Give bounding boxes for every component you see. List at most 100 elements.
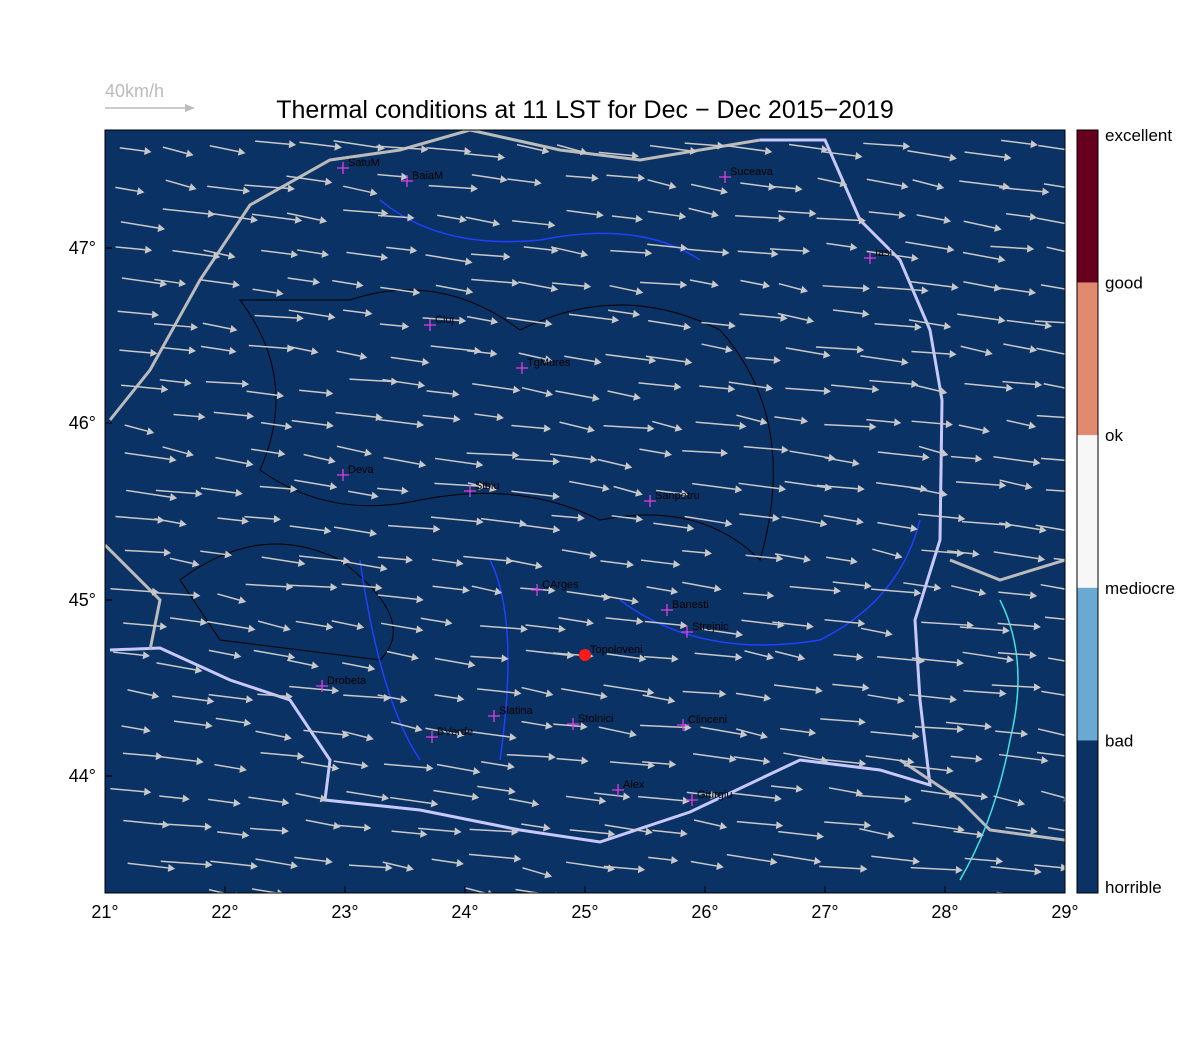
wind-arrow-head bbox=[365, 733, 374, 742]
wind-arrow-head bbox=[1070, 753, 1077, 761]
wind-arrow-head bbox=[633, 392, 641, 401]
station-marker bbox=[612, 784, 624, 796]
wind-arrow bbox=[388, 524, 434, 530]
wind-arrow-head bbox=[227, 251, 236, 260]
station-marker bbox=[531, 584, 543, 596]
wind-arrow bbox=[467, 482, 491, 489]
wind-arrow-head bbox=[331, 763, 340, 772]
wind-arrow-head bbox=[729, 754, 737, 763]
wind-arrow-head bbox=[978, 588, 987, 597]
wind-arrow bbox=[518, 281, 552, 290]
wind-arrow bbox=[815, 346, 858, 351]
wind-arrow-head bbox=[995, 856, 1004, 865]
wind-arrow bbox=[377, 173, 402, 178]
wind-arrow-head bbox=[496, 413, 504, 422]
wind-arrow bbox=[1036, 347, 1065, 355]
wind-arrow-head bbox=[417, 380, 426, 389]
station-label: Sibiu bbox=[475, 480, 499, 492]
wind-arrow bbox=[907, 280, 952, 288]
wind-arrow-head bbox=[325, 388, 334, 397]
wind-arrow-head bbox=[823, 386, 832, 395]
wind-arrow bbox=[1035, 524, 1065, 531]
wind-arrow-head bbox=[629, 729, 637, 738]
wind-arrow bbox=[868, 211, 900, 216]
axes: 21° 22° 23° 24° 25° 26° 27° 28° 29° 47° 46° 45° 44° bbox=[69, 238, 1079, 922]
wind-arrow bbox=[877, 286, 922, 292]
wind-arrow bbox=[208, 649, 235, 657]
wind-arrow-head bbox=[552, 525, 561, 534]
wind-arrow bbox=[434, 657, 469, 666]
wind-arrow bbox=[1037, 728, 1065, 737]
wind-arrow bbox=[155, 755, 197, 763]
wind-arrow bbox=[701, 343, 727, 350]
wind-arrow-head bbox=[243, 718, 252, 727]
wind-arrow bbox=[291, 419, 327, 426]
wind-arrow bbox=[389, 898, 426, 900]
wind-arrow-head bbox=[235, 488, 243, 497]
wind-arrow bbox=[331, 620, 358, 627]
wind-arrow bbox=[470, 655, 502, 660]
wind-arrow-head bbox=[241, 516, 249, 525]
wind-arrow bbox=[699, 385, 729, 390]
wind-arrow-head bbox=[545, 389, 554, 398]
wind-arrow bbox=[993, 456, 1034, 464]
wind-arrow-head bbox=[288, 140, 297, 149]
wind-arrow bbox=[603, 424, 648, 430]
station-marker bbox=[677, 719, 689, 731]
wind-arrow bbox=[127, 689, 153, 697]
wind-arrow-head bbox=[976, 830, 984, 839]
x-tick-label: 26° bbox=[691, 902, 718, 922]
wind-arrow-head bbox=[284, 733, 292, 742]
wind-arrow bbox=[647, 243, 681, 249]
wind-arrow bbox=[1046, 246, 1065, 253]
wind-arrow bbox=[521, 386, 547, 395]
wind-arrow-head bbox=[717, 141, 725, 150]
wind-arrow-head bbox=[356, 280, 364, 289]
wind-arrow-head bbox=[550, 284, 559, 293]
wind-arrow-head bbox=[287, 652, 296, 661]
wind-arrow bbox=[682, 690, 720, 695]
wind-arrow bbox=[465, 153, 499, 158]
wind-scale-arrow-head bbox=[185, 104, 195, 112]
wind-arrow-head bbox=[509, 733, 517, 741]
wind-arrow-head bbox=[276, 391, 285, 400]
wind-arrow bbox=[251, 888, 278, 893]
wind-arrow-head bbox=[462, 585, 470, 594]
wind-arrow-head bbox=[674, 423, 683, 432]
wind-arrow-head bbox=[704, 548, 713, 557]
wind-arrow bbox=[550, 246, 582, 255]
wind-arrow-head bbox=[492, 218, 501, 227]
wind-arrow bbox=[333, 526, 371, 534]
wind-arrow-head bbox=[813, 856, 822, 865]
wind-arrow-head bbox=[1065, 526, 1073, 534]
wind-arrow-head bbox=[241, 379, 250, 388]
wind-arrow bbox=[964, 151, 1005, 158]
wind-arrow bbox=[203, 249, 229, 257]
wind-arrow-head bbox=[143, 787, 152, 796]
wind-arrow-head bbox=[1029, 591, 1038, 600]
wind-arrow-head bbox=[1002, 626, 1010, 635]
wind-arrow bbox=[921, 549, 958, 554]
wind-arrow-head bbox=[858, 717, 866, 726]
wind-arrow-head bbox=[196, 757, 204, 766]
wind-arrow-head bbox=[637, 173, 646, 182]
station-label: Strejnic bbox=[692, 621, 729, 633]
wind-arrow bbox=[774, 553, 805, 560]
wind-arrow-head bbox=[856, 517, 864, 526]
wind-arrow-head bbox=[150, 348, 158, 357]
wind-arrow bbox=[858, 900, 892, 902]
wind-arrow bbox=[431, 558, 457, 564]
wind-arrow-head bbox=[143, 725, 151, 734]
wind-arrow bbox=[162, 446, 188, 455]
wind-arrow bbox=[961, 520, 1006, 526]
wind-arrow bbox=[824, 457, 853, 464]
wind-arrow-head bbox=[531, 799, 540, 808]
wind-arrow-head bbox=[809, 209, 817, 218]
wind-arrow bbox=[248, 344, 288, 350]
wind-arrow-head bbox=[169, 493, 178, 502]
wind-arrow bbox=[998, 753, 1042, 761]
station-marker bbox=[401, 175, 413, 187]
wind-arrow bbox=[433, 789, 473, 798]
wind-arrow-head bbox=[1064, 289, 1065, 294]
wind-arrow bbox=[601, 594, 633, 602]
